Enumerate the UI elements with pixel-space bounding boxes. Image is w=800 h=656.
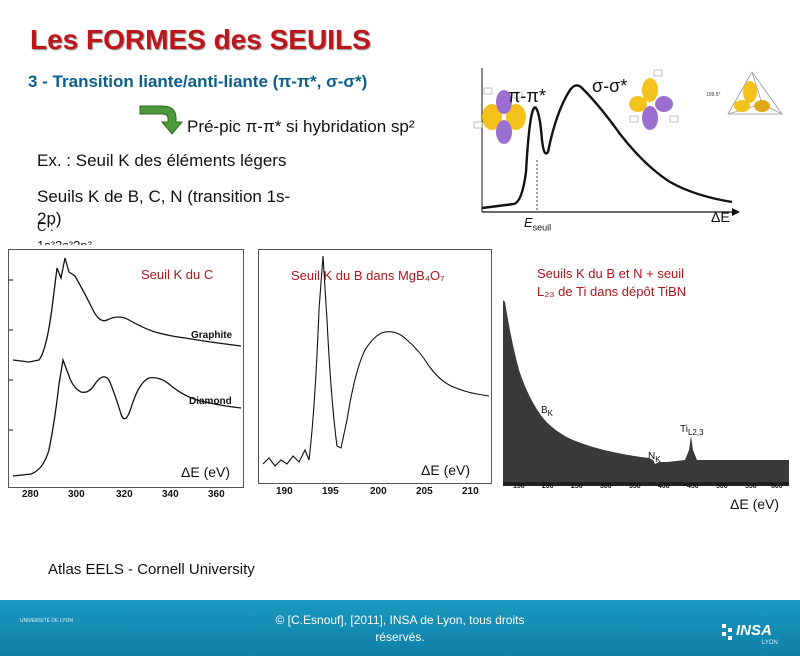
pi-orbital-icon: [473, 87, 526, 144]
tick: 200: [542, 483, 554, 490]
panel-tibn-label-2: L₂₃ de Ti dans dépôt TiBN: [537, 284, 687, 299]
panel-c-axis-unit: ΔE (eV): [181, 464, 231, 480]
tibn-spectrum: [503, 300, 789, 486]
tick: 195: [322, 486, 339, 497]
tick: 360: [208, 489, 225, 500]
boron-spectrum: [262, 255, 490, 467]
tick: 350: [629, 483, 641, 490]
tick: 250: [571, 483, 583, 490]
sp3-tetrahedron-icon: 109.5°: [706, 71, 783, 115]
tick: 320: [116, 489, 133, 500]
tick: 200: [370, 486, 387, 497]
pi-pi-label: π-π*: [508, 86, 546, 106]
panel-boron: Seuil K du B dans MgB₄O₇ ΔE (eV): [258, 249, 492, 484]
tick: 280: [22, 489, 39, 500]
panel-c-label: Seuil K du C: [141, 267, 214, 282]
sigma-orbital-icon: [629, 69, 679, 130]
panel-c-ticks: 280 300 320 340 360: [22, 489, 242, 503]
example-text: Ex. : Seuil K des éléments légers: [37, 151, 287, 170]
tick: 600: [771, 483, 783, 490]
graphite-label: Graphite: [191, 330, 233, 341]
panel-tibn-axis-unit: ΔE (eV): [730, 496, 780, 512]
delta-e-label: ΔE: [711, 209, 730, 225]
tick: 205: [416, 486, 433, 497]
schematic-diagram: 109.5°: [473, 68, 783, 216]
overflow-fragment: C :: [37, 219, 54, 234]
panel-tibn-label-1: Seuils K du B et N + seuil: [537, 266, 685, 281]
curved-arrow-icon: [139, 105, 184, 135]
seuils-text-line2: 2p): [37, 209, 62, 228]
svg-text:109.5°: 109.5°: [706, 92, 721, 98]
tick: 340: [162, 489, 179, 500]
universite-lyon-logo: UNIVERSITÉ DE LYON: [20, 618, 73, 624]
tick: 450: [687, 483, 699, 490]
sigma-sigma-label: σ-σ*: [592, 76, 628, 96]
atlas-credit: Atlas EELS - Cornell University: [48, 561, 255, 578]
panel-b-axis-unit: ΔE (eV): [421, 462, 471, 478]
tick: 300: [600, 483, 612, 490]
overflow-fragment-2: 1s²2s²2p²: [37, 238, 92, 253]
slide-subtitle: 3 - Transition liante/anti-liante (π-π*,…: [28, 72, 368, 91]
tick: 210: [462, 486, 479, 497]
tick: 190: [276, 486, 293, 497]
seuils-text-line1: Seuils K de B, C, N (transition 1s-: [37, 187, 291, 206]
diamond-label: Diamond: [189, 396, 232, 407]
ti-label: TiL2,3: [680, 424, 704, 437]
slide-title: Les FORMES des SEUILS: [30, 24, 371, 55]
tick: 300: [68, 489, 85, 500]
copyright-text: © [C.Esnouf], [2011], INSA de Lyon, tous…: [275, 613, 525, 644]
panel-b-ticks: 190 195 200 205 210: [276, 486, 488, 500]
panel-b-label: Seuil K du B dans MgB₄O₇: [291, 268, 445, 283]
panel-tibn-ticks: 150 200 250 300 350 400 450 500 550 600: [507, 483, 787, 495]
tick: 400: [658, 483, 670, 490]
eseuil-label: Eseuil: [524, 215, 552, 233]
nk-label: NK: [648, 451, 661, 464]
carbon-spectra: [9, 257, 242, 477]
tick: 550: [745, 483, 757, 490]
tick: 500: [716, 483, 728, 490]
insa-logo: INSA LYON: [722, 620, 786, 648]
footer-bar: [0, 600, 800, 656]
tick: 150: [513, 483, 525, 490]
prepic-text: Pré-pic π-π* si hybridation sp²: [187, 117, 415, 136]
panel-carbon: Seuil K du C Graphite Diamond ΔE (eV): [8, 249, 244, 488]
bk-label: BK: [541, 405, 554, 418]
